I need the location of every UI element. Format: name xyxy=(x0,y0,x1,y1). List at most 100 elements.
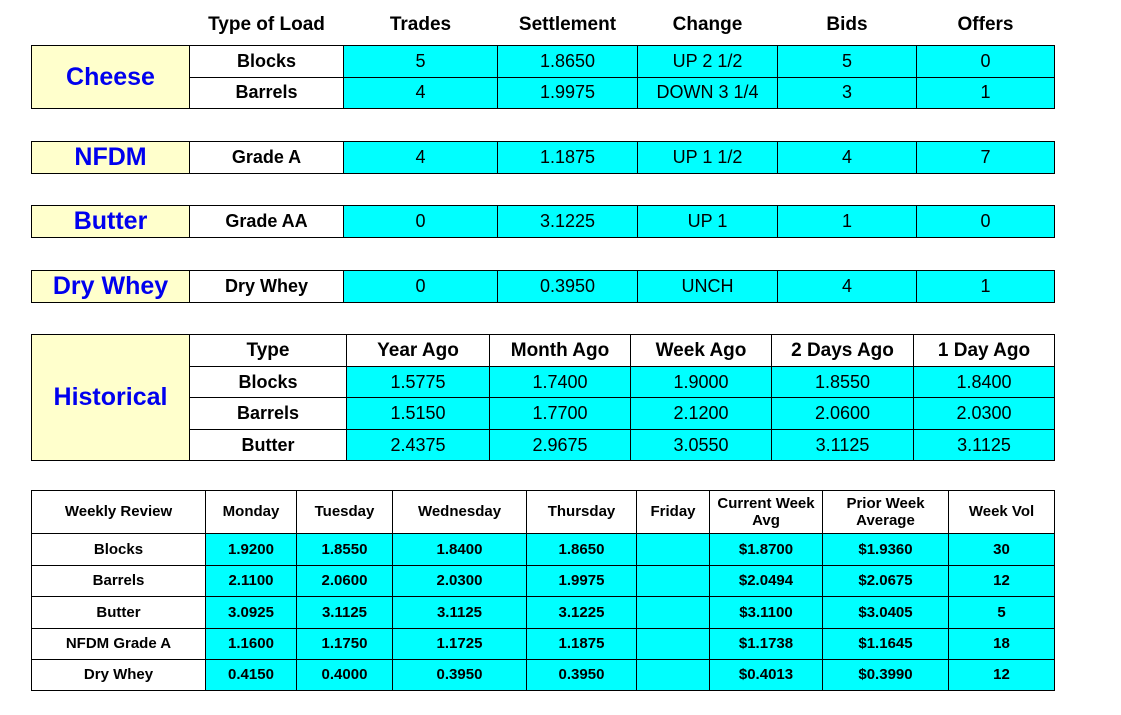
data-cell: 7 xyxy=(916,141,1055,174)
data-cell: 12 xyxy=(948,659,1055,691)
cell-text: 1 xyxy=(980,82,991,103)
cell-text: 30 xyxy=(993,540,1010,558)
data-cell: 0 xyxy=(343,205,498,238)
column-header: 2 Days Ago xyxy=(771,334,914,367)
row-label: Grade AA xyxy=(189,205,344,238)
cell-text: $0.4013 xyxy=(738,666,794,684)
data-cell: 5 xyxy=(948,596,1055,629)
cell-text: Grade A xyxy=(231,146,302,167)
data-cell: 1 xyxy=(916,270,1055,303)
cell-text: Tuesday xyxy=(314,503,375,521)
data-cell: 1 xyxy=(916,76,1055,109)
cell-text: 1 xyxy=(980,275,991,296)
data-cell: $2.0675 xyxy=(822,565,949,597)
data-cell: $0.4013 xyxy=(709,659,823,691)
cell-text: 1.5150 xyxy=(390,403,446,424)
data-cell: 3 xyxy=(777,76,917,109)
cell-text: Current Week Avg xyxy=(717,494,815,529)
data-cell: 3.1125 xyxy=(392,596,527,629)
cell-text: Settlement xyxy=(518,13,617,35)
data-cell: 0 xyxy=(916,45,1055,78)
cell-text: NFDM Grade A xyxy=(65,635,172,653)
data-cell: 0.4000 xyxy=(296,659,393,691)
data-cell: 1.1600 xyxy=(205,628,297,660)
data-cell: 1.8400 xyxy=(392,533,527,566)
cell-text: 5 xyxy=(415,50,426,71)
column-header: Weekly Review xyxy=(31,490,206,534)
cell-text: 1.8550 xyxy=(814,371,871,392)
data-cell: DOWN 3 1/4 xyxy=(637,76,778,109)
cell-text: Butter xyxy=(241,434,295,455)
column-header: Tuesday xyxy=(296,490,393,534)
cell-text: 1.8550 xyxy=(321,540,368,558)
cell-text: Week Vol xyxy=(968,503,1035,521)
data-cell: 30 xyxy=(948,533,1055,566)
cell-text: 0.3950 xyxy=(436,666,483,684)
data-cell: 1.5150 xyxy=(346,397,490,430)
row-label: Dry Whey xyxy=(31,659,206,691)
cell-text: Barrels xyxy=(235,82,298,103)
data-cell: 4 xyxy=(777,141,917,174)
cell-text: UP 2 1/2 xyxy=(672,50,743,71)
cell-text: $3.1100 xyxy=(739,603,793,621)
data-cell: 3.0550 xyxy=(630,429,772,461)
cell-text: 2.0300 xyxy=(956,403,1012,424)
data-cell: 2.0300 xyxy=(392,565,527,597)
data-cell: 1.8550 xyxy=(296,533,393,566)
data-cell: 3.1125 xyxy=(913,429,1055,461)
group-label: Historical xyxy=(31,334,190,461)
cell-text: $1.9360 xyxy=(858,540,913,558)
cell-text: Bids xyxy=(826,13,868,35)
data-cell: 0 xyxy=(343,270,498,303)
data-cell: 2.9675 xyxy=(489,429,631,461)
cell-text: 7 xyxy=(980,146,991,167)
data-cell: 5 xyxy=(343,45,498,78)
cell-text: Friday xyxy=(650,503,696,521)
data-cell: $3.1100 xyxy=(709,596,823,629)
group-label: Butter xyxy=(31,205,190,238)
cell-text: $0.3990 xyxy=(858,666,913,684)
data-cell: UP 1 1/2 xyxy=(637,141,778,174)
data-cell: 3.1125 xyxy=(771,429,914,461)
column-header: Year Ago xyxy=(346,334,490,367)
group-label: Cheese xyxy=(31,45,190,109)
row-label: Barrels xyxy=(189,76,344,109)
data-cell xyxy=(636,659,710,691)
cell-text: UP 1 1/2 xyxy=(672,146,743,167)
group-label: Dry Whey xyxy=(31,270,190,303)
data-cell: 5 xyxy=(777,45,917,78)
cell-text: Blocks xyxy=(93,540,144,558)
cell-text: 5 xyxy=(841,50,852,71)
cell-text: UNCH xyxy=(681,275,734,296)
cell-text: 12 xyxy=(993,572,1010,590)
data-cell: $1.1738 xyxy=(709,628,823,660)
cell-text: 3.0550 xyxy=(673,434,729,455)
cell-text: Type xyxy=(246,339,290,361)
cell-text: 0.3950 xyxy=(558,666,605,684)
cell-text: $1.1645 xyxy=(858,635,913,653)
data-cell: 1.8550 xyxy=(771,366,914,398)
data-cell: 1 xyxy=(777,205,917,238)
row-label: Barrels xyxy=(189,397,347,430)
row-label: Blocks xyxy=(189,45,344,78)
column-header: Trades xyxy=(343,10,498,39)
data-cell: 4 xyxy=(777,270,917,303)
cell-text: 1.8400 xyxy=(436,540,483,558)
cell-text: 3.0925 xyxy=(228,603,274,621)
column-header: Wednesday xyxy=(392,490,527,534)
cell-text: Barrels xyxy=(92,572,145,590)
column-header: Week Vol xyxy=(948,490,1055,534)
cell-text: Weekly Review xyxy=(64,503,173,521)
cell-text: Dry Whey xyxy=(52,271,169,300)
cell-text: Offers xyxy=(957,13,1014,35)
cell-text: $1.8700 xyxy=(738,540,794,558)
data-cell: $3.0405 xyxy=(822,596,949,629)
cell-text: 1.1600 xyxy=(228,635,274,653)
cell-text: 1.7400 xyxy=(532,371,588,392)
cell-text: 3 xyxy=(841,82,852,103)
data-cell: 2.0300 xyxy=(913,397,1055,430)
cell-text: 1.1875 xyxy=(558,635,605,653)
data-cell: 0.3950 xyxy=(497,270,638,303)
cell-text: 3.1125 xyxy=(436,603,483,621)
data-cell xyxy=(636,565,710,597)
